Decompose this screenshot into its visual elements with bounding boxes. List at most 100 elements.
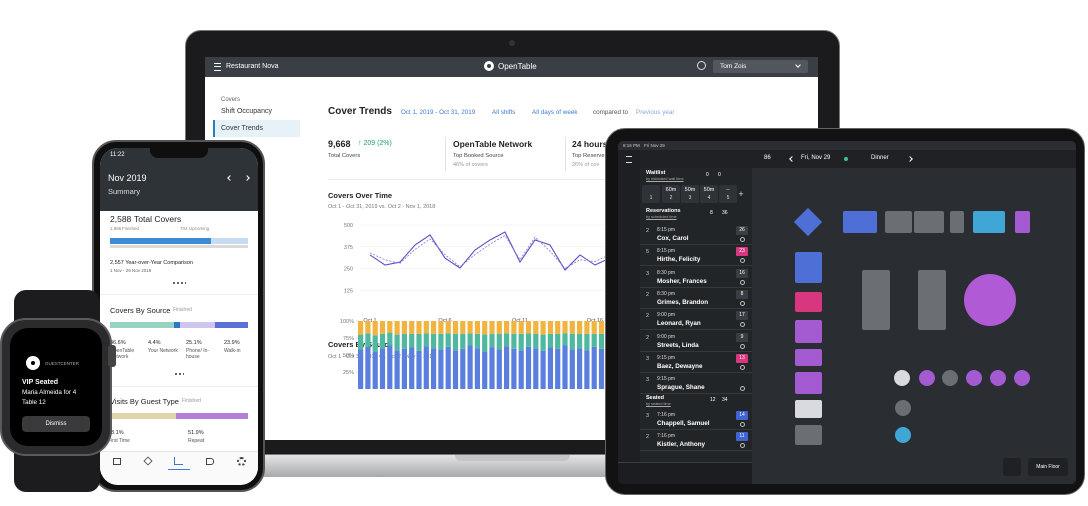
user-menu[interactable] (713, 60, 808, 73)
table[interactable] (795, 400, 822, 418)
bar-segment (358, 321, 364, 335)
bar-segment (431, 333, 437, 349)
upcoming-bar (210, 238, 248, 244)
party-size: 3 (646, 355, 650, 362)
table[interactable] (795, 349, 822, 366)
floor-button[interactable]: Main Floor (1028, 458, 1068, 476)
table[interactable] (914, 211, 944, 233)
seated-list: 3 7:16 pm Chappell, Samuel 14 2 7:16 pm Kistle… (640, 409, 752, 462)
chart-subtitle: Oct 1 - Oct 31, 2019 vs. Oct 2 - Nov 1, … (328, 204, 436, 210)
sources-labels: 46.6% OpenTable Network 4.4% Your Network 25… (110, 340, 258, 370)
reservation-row[interactable]: 2 8:30 pm Grimes, Brandon 8 (640, 288, 752, 309)
slot-number: 5 (726, 195, 730, 201)
table[interactable] (1015, 211, 1030, 233)
segment-value: 23.9% (224, 340, 240, 346)
guest-name: Leonard, Ryan (657, 320, 701, 328)
bar-segment (358, 334, 364, 350)
table[interactable] (966, 370, 982, 386)
table[interactable] (918, 270, 946, 330)
comparison-bar (110, 245, 248, 248)
phone-time: 11:22 (110, 152, 125, 158)
section-title: Reservations (646, 208, 681, 214)
segment-value: 4.4% (148, 340, 161, 346)
nav-item[interactable]: Covers (221, 97, 241, 103)
reservation-row[interactable]: 3 8:30 pm Mosher, Frances 16 (640, 267, 752, 288)
wait-slot[interactable]: 50m 4 (700, 185, 718, 203)
reservation-row[interactable]: 2 7:16 pm Kistler, Anthony 11 (640, 430, 752, 452)
bar-segment (598, 321, 605, 334)
table[interactable] (793, 207, 823, 237)
tab-icon[interactable] (237, 457, 246, 466)
info-icon[interactable] (697, 61, 706, 70)
reservation-row[interactable]: 3 7:16 pm Chappell, Samuel 14 (640, 409, 752, 430)
reservation-row[interactable]: 2 9:00 pm Leonard, Ryan 17 (640, 309, 752, 331)
menu-icon[interactable] (626, 156, 632, 163)
wait-slot[interactable]: 60m 2 (662, 185, 680, 203)
table[interactable] (942, 370, 958, 386)
table[interactable] (895, 427, 911, 443)
bar-segment (555, 348, 561, 389)
bar-segment (416, 350, 422, 389)
filter[interactable]: All shifts (492, 109, 516, 116)
bar-segment (533, 348, 539, 389)
table[interactable] (919, 370, 935, 386)
shift-label[interactable]: Dinner (871, 155, 889, 161)
filter[interactable]: Oct 1, 2019 - Oct 31, 2019 (401, 109, 476, 116)
wait-slot[interactable]: 50m 3 (681, 185, 699, 203)
table[interactable] (885, 211, 912, 233)
stat-label: Total Covers (328, 153, 361, 159)
bar-segment (533, 321, 539, 334)
reservation-row[interactable]: 2 8:15 pm Cox, Carol 26 (640, 224, 752, 245)
add-button[interactable]: + (738, 189, 744, 199)
bar-segment (438, 333, 444, 350)
guest-name: Hirthe, Felicity (657, 256, 701, 264)
clock-button[interactable] (1003, 458, 1021, 476)
bar-segment (511, 321, 517, 334)
party-size: 3 (646, 377, 650, 384)
table[interactable] (795, 292, 822, 312)
compared-value[interactable]: Previous year (636, 109, 675, 116)
table[interactable] (795, 425, 822, 445)
bar-segment (431, 321, 437, 334)
table[interactable] (990, 370, 1006, 386)
table[interactable] (795, 320, 822, 343)
bar-segment (394, 334, 400, 351)
slot-time: 60m (665, 187, 677, 193)
status-icon (740, 343, 745, 349)
wait-slot[interactable]: -- 5 (719, 185, 737, 203)
reservation-time: 8:30 pm (657, 269, 676, 276)
bar-segment (176, 413, 248, 419)
tab-icon-active[interactable] (174, 457, 183, 465)
table[interactable] (795, 252, 822, 283)
table[interactable] (895, 400, 911, 416)
tab-icon[interactable] (113, 458, 121, 465)
reservation-row[interactable]: 3 9:15 pm Baez, Dewayne 13 (640, 352, 752, 373)
table[interactable] (843, 211, 877, 233)
table[interactable] (1014, 370, 1030, 386)
bar-segment (598, 333, 605, 349)
watch-crown[interactable] (108, 345, 116, 367)
bar-segment (496, 349, 502, 389)
reservation-list: 2 8:15 pm Cox, Carol 26 5 8:15 pm Hirthe, Feli… (640, 224, 752, 396)
bar-segment (591, 346, 597, 389)
menu-icon[interactable] (214, 63, 221, 71)
status-icon (740, 443, 745, 449)
nav-item[interactable]: Cover Trends (221, 125, 264, 132)
segment-name: First Time (108, 438, 130, 444)
table[interactable] (862, 270, 890, 330)
reservation-row[interactable]: 3 9:15 pm Sprague, Shane (640, 373, 752, 395)
tab-icon[interactable] (206, 458, 214, 465)
table[interactable] (950, 211, 964, 233)
table[interactable] (973, 211, 1005, 233)
reservation-row[interactable]: 2 9:00 pm Streets, Linda 9 (640, 331, 752, 352)
table[interactable] (795, 372, 822, 394)
nav-item[interactable]: Shift Occupancy (221, 108, 272, 115)
dismiss-button[interactable]: Dismiss (22, 416, 90, 432)
guests-bar (110, 413, 248, 419)
bar-segment (460, 348, 466, 389)
table[interactable] (964, 274, 1016, 326)
filter[interactable]: All days of week (532, 109, 578, 116)
table[interactable] (894, 370, 910, 386)
reservation-row[interactable]: 5 8:15 pm Hirthe, Felicity 23 (640, 245, 752, 267)
segment-value: 48.1% (108, 430, 124, 436)
